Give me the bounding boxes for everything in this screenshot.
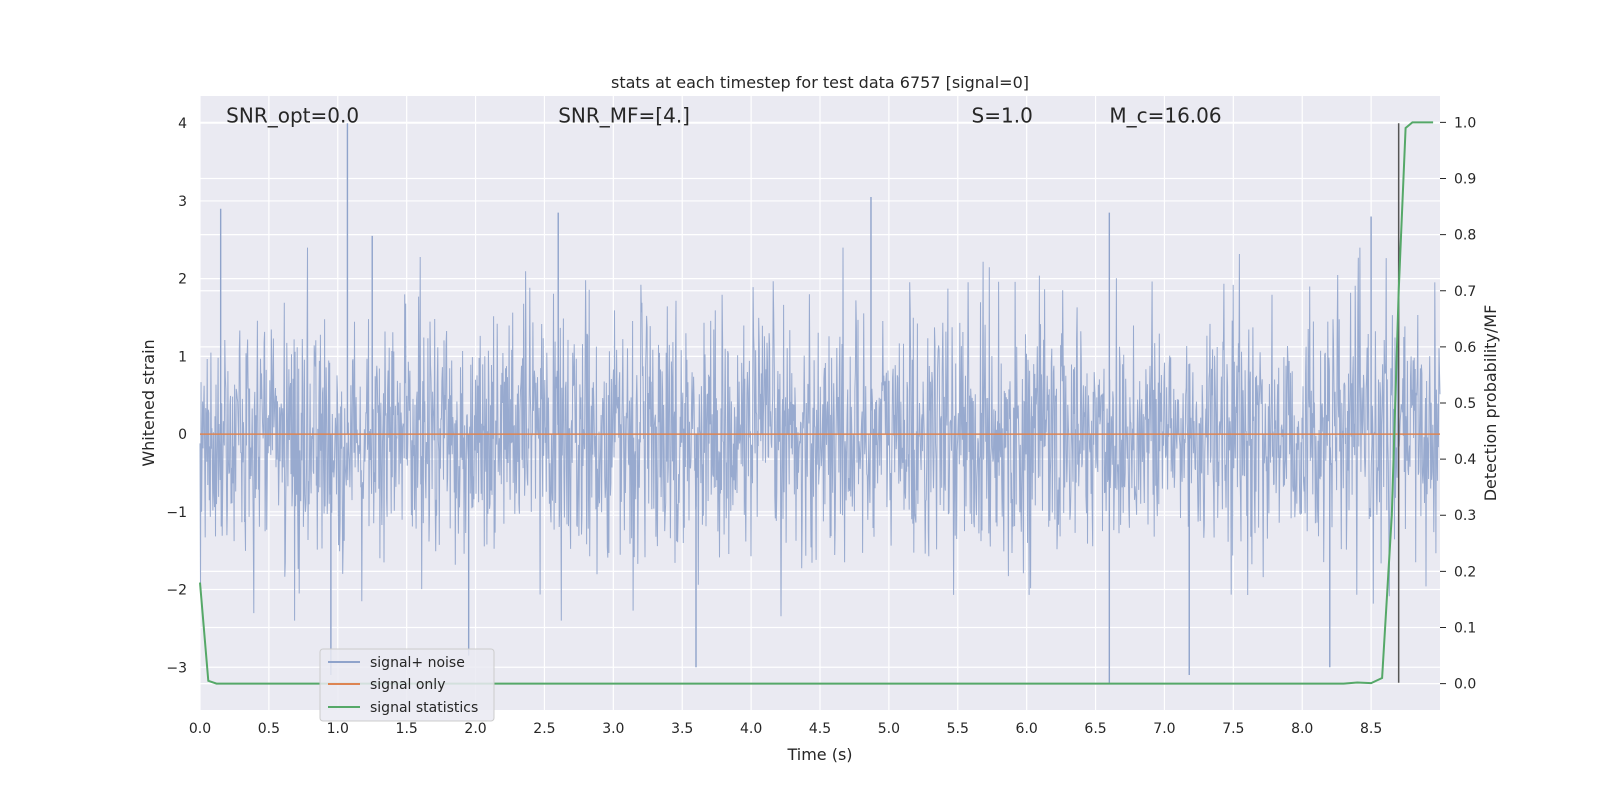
legend-label-signal-noise: signal+ noise (370, 655, 465, 671)
y-left-tick-label: 3 (178, 194, 187, 210)
y-left-tick-label: 1 (178, 349, 187, 365)
legend-label-signal-statistics: signal statistics (370, 700, 478, 716)
legend-box (319, 648, 495, 722)
y-right-tick-label: 0.4 (1454, 452, 1476, 468)
y-left-tick-label: 0 (178, 427, 187, 443)
x-tick-label: 4.5 (809, 721, 831, 737)
y-right-tick-label: 0.1 (1454, 620, 1476, 636)
x-tick-label: 8.0 (1291, 721, 1313, 737)
chart-title: stats at each timestep for test data 675… (611, 73, 1029, 92)
y-left-tick-label: 2 (178, 272, 187, 288)
x-tick-label: 4.0 (740, 721, 762, 737)
y-axis-right-label: Detection probability/MF (1481, 305, 1500, 502)
annotation: S=1.0 (972, 103, 1033, 127)
x-tick-label: 6.5 (1084, 721, 1106, 737)
y-right-tick-label: 0.8 (1454, 228, 1476, 244)
x-axis-label: Time (s) (786, 745, 852, 764)
x-tick-label: 1.0 (327, 721, 349, 737)
x-tick-label: 7.5 (1222, 721, 1244, 737)
y-axis-right-ticks: 0.0 0.1 0.2 0.3 0.4 0.5 0.6 0.7 0.8 0.9 1.0 (1440, 115, 1476, 693)
y-left-tick-label: −2 (166, 583, 187, 599)
y-right-tick-label: 0.9 (1454, 172, 1476, 188)
x-tick-label: 0.0 (189, 721, 211, 737)
x-tick-label: 5.5 (947, 721, 969, 737)
x-tick-label: 2.0 (464, 721, 486, 737)
x-tick-label: 3.0 (602, 721, 624, 737)
y-axis-left-label: Whitened strain (139, 339, 158, 466)
x-tick-label: 7.0 (1153, 721, 1175, 737)
y-axis-left-ticks: −3 −2 −1 0 1 2 3 4 (166, 116, 187, 676)
y-right-tick-label: 1.0 (1454, 115, 1476, 131)
line-series-group (199, 121, 1440, 685)
annotation: SNR_opt=0.0 (226, 103, 359, 127)
x-tick-label: 1.5 (396, 721, 418, 737)
legend-label-signal-only: signal only (370, 677, 445, 693)
y-left-tick-label: −3 (166, 660, 187, 676)
x-tick-label: 8.5 (1360, 721, 1382, 737)
y-right-tick-label: 0.7 (1454, 284, 1476, 300)
x-tick-label: 3.5 (671, 721, 693, 737)
x-tick-label: 2.5 (533, 721, 555, 737)
signal-noise-series (199, 123, 1441, 683)
annotation: SNR_MF=[4.] (558, 103, 690, 127)
y-left-tick-label: −1 (166, 505, 187, 521)
y-right-tick-label: 0.0 (1454, 677, 1476, 693)
annotation: M_c=16.06 (1109, 103, 1221, 127)
y-right-tick-label: 0.5 (1454, 396, 1476, 412)
x-axis-ticks: 0.0 0.5 1.0 1.5 2.0 2.5 3.0 3.5 4.0 4.5 5.0 5.5 6.0 6… (189, 721, 1382, 737)
y-right-tick-label: 0.3 (1454, 508, 1476, 524)
y-left-tick-label: 4 (178, 116, 187, 132)
x-tick-label: 0.5 (258, 721, 280, 737)
x-tick-label: 5.0 (878, 721, 900, 737)
annotations: SNR_opt=0.0 SNR_MF=[4.] S=1.0 M_c=16.06 (226, 103, 1221, 127)
y-right-tick-label: 0.6 (1454, 340, 1476, 356)
signal-statistics-line (199, 121, 1434, 685)
y-right-tick-label: 0.2 (1454, 564, 1476, 580)
legend: signal+ noise signal only signal statist… (319, 648, 495, 722)
x-tick-label: 6.0 (1016, 721, 1038, 737)
signal-noise-line (199, 247, 1441, 621)
